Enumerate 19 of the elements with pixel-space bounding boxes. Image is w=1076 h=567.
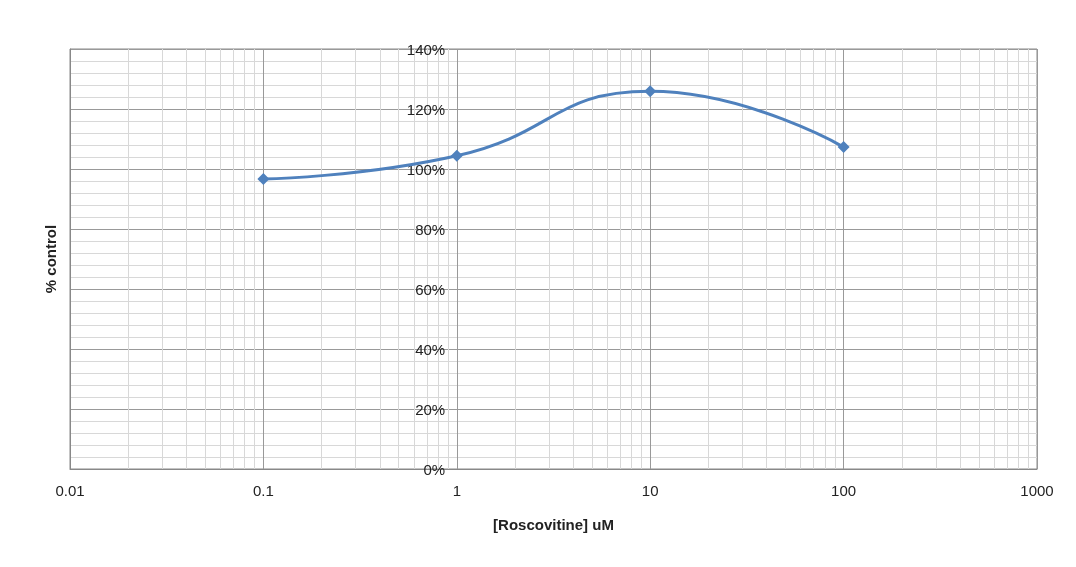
y-tick-label: 20% [415,400,446,418]
x-tick-label: 10 [641,482,659,499]
x-tick-label: 1 [452,482,461,499]
y-tick-label: 120% [406,100,446,118]
y-tick-label: 100% [406,160,446,178]
y-tick-label: 80% [415,220,446,238]
point [257,172,270,185]
point [837,141,850,154]
x-tick-label: 100 [831,482,857,499]
y-axis-title: % control [42,224,59,294]
x-tick-label: 0.01 [55,482,85,499]
x-tick-label: 1000 [1020,482,1054,499]
y-tick-label: 40% [415,340,446,358]
y-tick-label: 60% [415,280,446,298]
x-axis-title: [Roscovitine] uM [493,516,614,533]
x-tick-label: 0.1 [252,482,274,499]
y-tick-label: 0% [423,460,446,478]
y-tick-label: 140% [406,40,446,58]
point [450,149,463,162]
